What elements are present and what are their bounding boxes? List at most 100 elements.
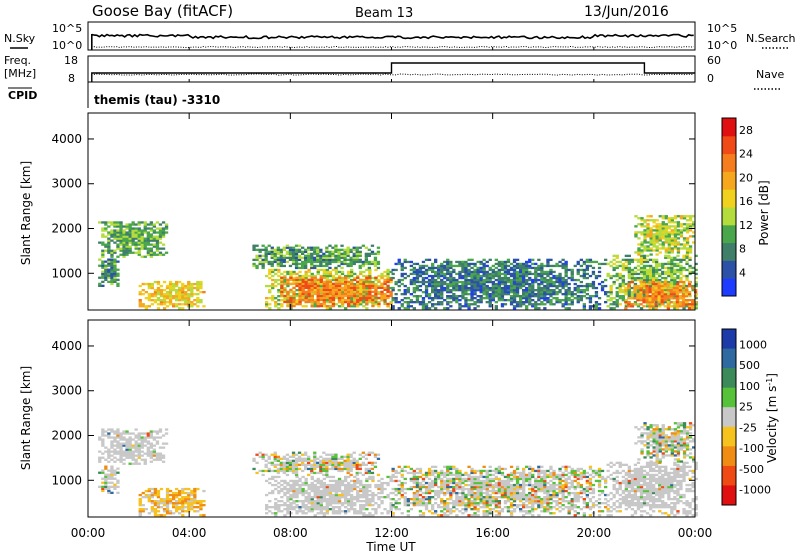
range-gate-cell [660,301,664,304]
range-gate-cell [389,504,393,507]
range-gate-cell [664,223,668,226]
range-gate-cell [162,301,167,304]
range-gate-cell [612,274,616,278]
range-gate-cell [277,282,281,286]
range-gate-cell [137,436,141,439]
range-gate-cell [673,235,678,238]
range-gate-cell [356,303,360,306]
range-gate-cell [503,266,508,270]
range-gate-cell [295,280,299,284]
range-gate-cell [110,440,114,443]
range-gate-cell [349,256,353,259]
range-gate-cell [319,498,323,501]
range-gate-cell [162,303,167,306]
range-gate-cell [657,299,661,302]
range-gate-cell [347,272,351,276]
range-gate-cell [328,500,333,503]
range-gate-cell [283,297,287,300]
range-gate-cell [340,291,345,294]
range-gate-cell [377,291,381,294]
range-gate-cell [515,289,520,292]
range-gate-cell [449,266,453,270]
range-gate-cell [546,299,550,302]
range-gate-cell [667,254,671,257]
range-gate-cell [555,276,559,280]
range-gate-cell [307,473,311,477]
range-gate-cell [181,487,185,491]
range-gate-cell [356,510,360,513]
range-gate-cell [549,268,553,272]
range-gate-cell [534,266,538,270]
range-gate-cell [434,272,438,276]
range-gate-cell [313,305,317,308]
range-gate-cell [621,276,625,280]
range-gate-cell [297,455,302,458]
range-gate-cell [295,300,299,304]
range-gate-cell [193,489,197,493]
range-gate-cell [525,286,529,290]
range-gate-cell [624,293,628,296]
range-gate-cell [365,268,369,272]
range-gate-cell [128,444,132,447]
range-gate-cell [138,299,142,302]
range-gate-cell [172,491,176,495]
range-gate-cell [319,260,323,264]
range-gate-cell [181,491,185,495]
range-gate-cell [663,299,667,302]
range-gate-cell [658,243,662,246]
range-gate-cell [637,231,641,234]
range-gate-cell [187,498,191,501]
range-gate-cell [681,295,686,298]
range-gate-cell [277,303,281,306]
range-gate-cell [664,270,668,274]
range-gate-cell [282,463,286,466]
range-gate-cell [322,296,326,300]
range-gate-cell [373,465,378,468]
range-gate-cell [304,254,308,257]
range-gate-cell [691,286,695,290]
range-gate-cell [101,260,105,263]
range-gate-cell [346,471,350,475]
range-gate-cell [307,510,311,513]
range-gate-cell [265,305,269,308]
range-gate-cell [540,272,544,276]
range-gate-cell [365,477,369,481]
range-gate-cell [642,295,647,298]
range-gate-cell [374,284,378,287]
range-gate-cell [512,293,517,296]
range-gate-cell [279,264,283,268]
range-gate-cell [558,264,562,268]
range-gate-cell [443,276,447,280]
range-gate-cell [446,289,450,292]
range-gate-cell [353,483,357,487]
range-gate-cell [116,233,120,236]
range-gate-cell [190,493,194,497]
range-gate-cell [168,282,173,286]
range-gate-cell [252,244,256,247]
range-gate-cell [467,264,471,268]
range-gate-cell [181,506,185,509]
range-gate-cell [639,278,644,282]
range-gate-cell [273,260,277,264]
range-gate-cell [316,491,320,495]
range-gate-cell [359,280,363,283]
range-gate-cell [421,303,426,306]
range-gate-cell [406,274,410,278]
range-gate-cell [104,264,108,267]
range-gate-cell [325,463,329,466]
range-gate-cell [310,260,314,264]
range-gate-cell [104,483,108,486]
range-gate-cell [394,299,398,302]
range-gate-cell [424,286,429,290]
range-gate-cell [594,293,599,296]
range-gate-cell [337,508,342,511]
range-gate-cell [506,278,511,282]
range-gate-cell [373,252,378,255]
range-gate-cell [352,256,356,259]
range-gate-cell [101,229,105,232]
range-gate-cell [654,282,658,286]
range-gate-cell [497,293,501,296]
range-gate-cell [673,256,677,259]
range-gate-cell [403,258,407,261]
range-gate-cell [546,291,550,294]
